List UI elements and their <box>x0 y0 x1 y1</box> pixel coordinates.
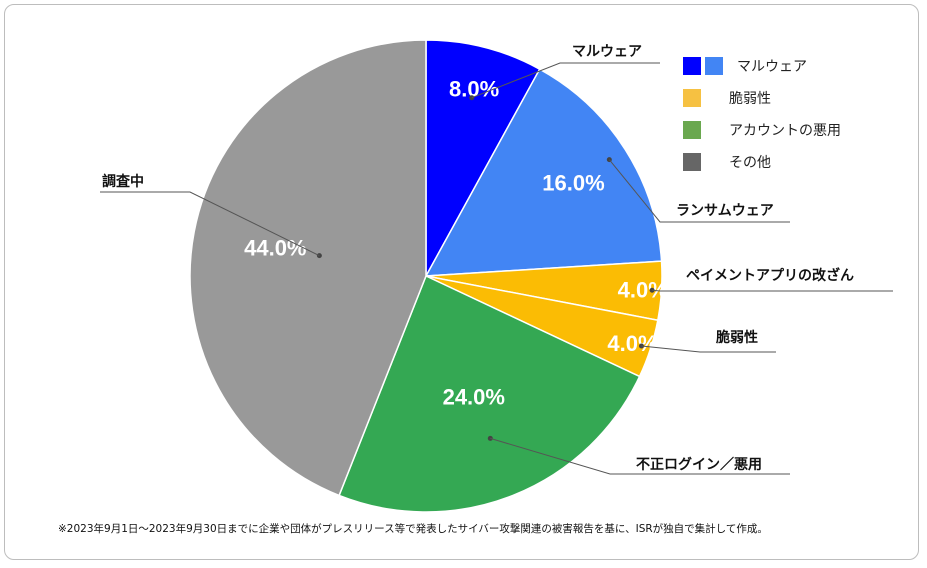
slice-percent-label: 4.0% <box>607 331 657 356</box>
slice-name-label: マルウェア <box>572 44 642 60</box>
legend-label: アカウントの悪用 <box>729 123 841 139</box>
legend-label: マルウェア <box>737 59 807 75</box>
legend-item-malware: マルウェア <box>683 50 841 82</box>
slice-name-label: 調査中 <box>102 173 144 190</box>
legend-swatch <box>683 57 701 75</box>
legend-item-vulnerability: 脆弱性 <box>683 82 841 114</box>
leader-line <box>608 159 790 223</box>
legend-label: その他 <box>729 155 771 171</box>
slice-name-label: ランサムウェア <box>676 203 774 219</box>
chart-legend: マルウェア 脆弱性 アカウントの悪用 その他 <box>683 50 841 178</box>
legend-swatch <box>705 57 723 75</box>
leader-line <box>471 62 660 99</box>
leader-line <box>490 437 790 475</box>
slice-name-label: ペイメントアプリの改ざん <box>686 267 854 284</box>
leader-line <box>100 191 320 257</box>
legend-swatch <box>683 121 701 139</box>
legend-item-other: その他 <box>683 146 841 178</box>
pie-slice <box>424 68 663 277</box>
slice-name-label: 不正ログイン／悪用 <box>636 456 762 473</box>
legend-swatch <box>683 153 701 171</box>
pie-slice <box>189 39 427 497</box>
slice-percent-label: 4.0% <box>618 278 668 303</box>
footnote: ※2023年9月1日～2023年9月30日までに企業や団体がプレスリリース等で発… <box>58 523 768 535</box>
pie-slice <box>425 39 541 277</box>
legend-label: 脆弱性 <box>729 91 771 107</box>
slice-name-label: 脆弱性 <box>715 329 758 346</box>
legend-swatch <box>683 89 701 107</box>
slice-percent-label: 44.0% <box>244 235 306 260</box>
pie-slice <box>338 274 641 513</box>
slice-percent-label: 16.0% <box>542 170 604 195</box>
leader-line <box>641 345 776 353</box>
slice-percent-label: 24.0% <box>443 385 505 410</box>
leader-line <box>652 289 893 292</box>
legend-item-account-abuse: アカウントの悪用 <box>683 114 841 146</box>
leader-dot <box>316 253 322 259</box>
